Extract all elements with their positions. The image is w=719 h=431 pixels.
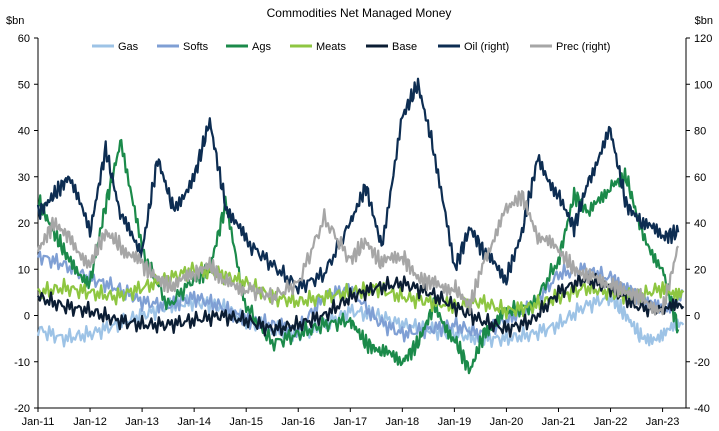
left-tick-label: 50 — [18, 79, 30, 91]
x-tick-label: Jan-18 — [386, 416, 420, 428]
left-tick-label: -10 — [14, 357, 30, 369]
x-tick-label: Jan-21 — [542, 416, 576, 428]
legend-base-label: Base — [392, 41, 417, 53]
x-tick-label: Jan-17 — [333, 416, 367, 428]
x-tick-label: Jan-23 — [646, 416, 680, 428]
right-tick-label: 100 — [694, 79, 712, 91]
x-tick-label: Jan-11 — [22, 416, 55, 428]
series-line-meats — [37, 261, 685, 320]
right-tick-label: -20 — [694, 357, 710, 369]
left-tick-label: 20 — [18, 218, 30, 230]
chart-title: Commodities Net Managed Money — [267, 6, 452, 20]
legend-meats-label: Meats — [316, 41, 346, 53]
right-tick-label: 80 — [694, 126, 706, 138]
right-tick-label: 60 — [694, 172, 706, 184]
x-tick-label: Jan-20 — [490, 416, 524, 428]
right-axis: 120 100 80 60 40 20 0 -20 -40 — [686, 33, 712, 415]
legend-softs-label: Softs — [183, 41, 209, 53]
axis-lines — [37, 38, 687, 409]
right-axis-unit: $bn — [695, 15, 713, 27]
left-tick-label: 40 — [18, 126, 30, 138]
right-tick-label: 120 — [694, 33, 712, 45]
series-line-prec-right — [36, 190, 680, 316]
x-tick-label: Jan-15 — [229, 416, 263, 428]
left-axis: 60 50 40 30 20 10 0 -10 -20 — [14, 33, 38, 415]
right-tick-label: 40 — [694, 218, 706, 230]
legend-gas-label: Gas — [118, 41, 139, 53]
left-axis-unit: $bn — [6, 15, 24, 27]
right-tick-label: -40 — [694, 403, 710, 415]
x-tick-label: Jan-14 — [177, 416, 211, 428]
series-line-base — [36, 271, 685, 338]
right-tick-label: 20 — [694, 264, 706, 276]
x-tick-label: Jan-13 — [125, 416, 159, 428]
legend-oil-right-label: Oil (right) — [464, 41, 509, 53]
legend-ags-label: Ags — [252, 41, 271, 53]
left-tick-label: 10 — [18, 264, 30, 276]
series-line-gas — [36, 291, 685, 348]
x-axis: Jan-11 Jan-12 Jan-13 Jan-14 Jan-15 Jan-16 Jan-… — [22, 408, 680, 428]
series-lines — [36, 77, 685, 375]
left-tick-label: 30 — [18, 172, 30, 184]
left-tick-label: 60 — [18, 33, 30, 45]
left-tick-label: 0 — [24, 311, 30, 323]
x-tick-label: Jan-12 — [73, 416, 107, 428]
x-tick-label: Jan-22 — [594, 416, 628, 428]
x-tick-label: Jan-16 — [281, 416, 315, 428]
series-line-softs — [36, 250, 685, 343]
x-tick-label: Jan-19 — [438, 416, 472, 428]
legend: Gas Softs Ags Meats Base Oil (right) Prec (rig… — [92, 41, 610, 53]
series-line-oil-right — [36, 77, 680, 295]
right-tick-label: 0 — [694, 311, 700, 323]
legend-prec-right-label: Prec (right) — [556, 41, 610, 53]
left-tick-label: -20 — [14, 403, 30, 415]
